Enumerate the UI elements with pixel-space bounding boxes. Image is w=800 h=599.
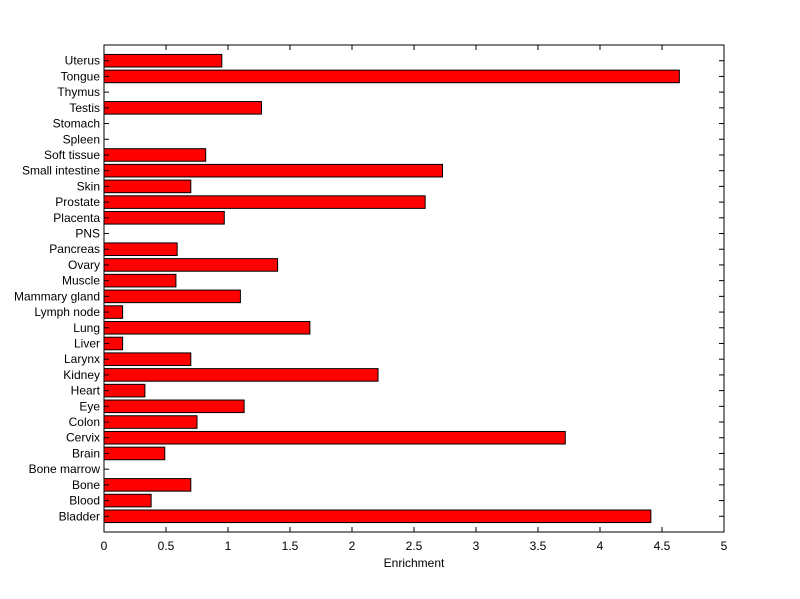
bar-bladder bbox=[103, 509, 652, 524]
y-tick-label-tongue: Tongue bbox=[61, 69, 101, 83]
y-tick-label-stomach: Stomach bbox=[53, 117, 100, 131]
y-tick-label-pancreas: Pancreas bbox=[49, 242, 100, 256]
bar-prostate bbox=[103, 195, 426, 209]
bar-lung bbox=[103, 320, 311, 335]
y-tick-label-heart: Heart bbox=[71, 384, 101, 398]
x-tick-label: 1.5 bbox=[282, 539, 299, 553]
bar-eye bbox=[103, 399, 245, 414]
bar-testis bbox=[103, 101, 262, 115]
bar-larynx bbox=[103, 352, 192, 366]
y-tick-label-cervix: Cervix bbox=[66, 431, 100, 445]
y-tick-label-placenta: Placenta bbox=[53, 211, 100, 225]
y-tick-label-colon: Colon bbox=[69, 415, 100, 429]
y-tick-label-skin: Skin bbox=[77, 179, 100, 193]
x-tick-label: 5 bbox=[721, 539, 728, 553]
bar-heart bbox=[103, 383, 146, 398]
y-tick-label-larynx: Larynx bbox=[64, 352, 100, 366]
x-axis-label: Enrichment bbox=[384, 556, 445, 570]
y-tick-label-lung: Lung bbox=[73, 321, 100, 335]
y-tick-label-bone-marrow: Bone marrow bbox=[29, 462, 101, 476]
y-tick-label-bone: Bone bbox=[72, 478, 100, 492]
y-tick-label-blood: Blood bbox=[69, 494, 100, 508]
x-tick-label: 4.5 bbox=[654, 539, 671, 553]
y-tick-label-bladder: Bladder bbox=[59, 509, 100, 523]
x-tick-labels: 0 0.5 1 1.5 2 2.5 3 3.5 4 4.5 5 bbox=[101, 539, 728, 553]
bar-muscle bbox=[103, 273, 177, 288]
bar-ovary bbox=[103, 258, 279, 272]
y-tick-label-uterus: Uterus bbox=[65, 54, 100, 68]
y-tick-label-brain: Brain bbox=[72, 446, 100, 460]
bar-bone bbox=[103, 478, 192, 492]
bar-small-intestine bbox=[103, 163, 444, 178]
x-tick-label: 0.5 bbox=[158, 539, 175, 553]
x-tick-label: 2 bbox=[349, 539, 356, 553]
tick-marks bbox=[103, 45, 725, 532]
y-tick-label-mammary-gland: Mammary gland bbox=[14, 289, 100, 303]
bar-brain bbox=[103, 446, 166, 461]
y-tick-label-thymus: Thymus bbox=[57, 85, 100, 99]
x-tick-label: 3.5 bbox=[530, 539, 547, 553]
bar-blood bbox=[103, 493, 152, 508]
x-tick-label: 3 bbox=[473, 539, 480, 553]
plot-area bbox=[104, 45, 724, 532]
bar-placenta bbox=[103, 211, 225, 225]
bar-colon bbox=[103, 415, 198, 429]
bar-mammary-gland bbox=[103, 289, 241, 304]
x-tick-label: 0 bbox=[101, 539, 108, 553]
y-tick-label-muscle: Muscle bbox=[62, 274, 100, 288]
bar-pancreas bbox=[103, 242, 178, 257]
y-tick-label-kidney: Kidney bbox=[63, 368, 100, 382]
bar-cervix bbox=[103, 430, 566, 445]
x-tick-label: 1 bbox=[225, 539, 232, 553]
bar-soft-tissue bbox=[103, 148, 207, 162]
y-tick-label-spleen: Spleen bbox=[63, 132, 100, 146]
y-tick-label-soft-tissue: Soft tissue bbox=[44, 148, 100, 162]
plot-frame bbox=[103, 44, 725, 533]
bar-uterus bbox=[103, 53, 223, 68]
x-tick-label: 2.5 bbox=[406, 539, 423, 553]
bar-skin bbox=[103, 179, 192, 194]
bar-kidney bbox=[103, 368, 379, 382]
y-tick-label-liver: Liver bbox=[74, 336, 100, 350]
y-tick-label-small-intestine: Small intestine bbox=[22, 164, 100, 178]
bar-tongue bbox=[103, 69, 680, 84]
y-tick-label-testis: Testis bbox=[69, 101, 100, 115]
y-tick-label-pns: PNS bbox=[75, 227, 100, 241]
y-tick-label-prostate: Prostate bbox=[55, 195, 100, 209]
y-tick-label-lymph-node: Lymph node bbox=[34, 305, 100, 319]
y-tick-label-eye: Eye bbox=[79, 399, 100, 413]
x-tick-label: 4 bbox=[597, 539, 604, 553]
y-tick-label-ovary: Ovary bbox=[68, 258, 100, 272]
